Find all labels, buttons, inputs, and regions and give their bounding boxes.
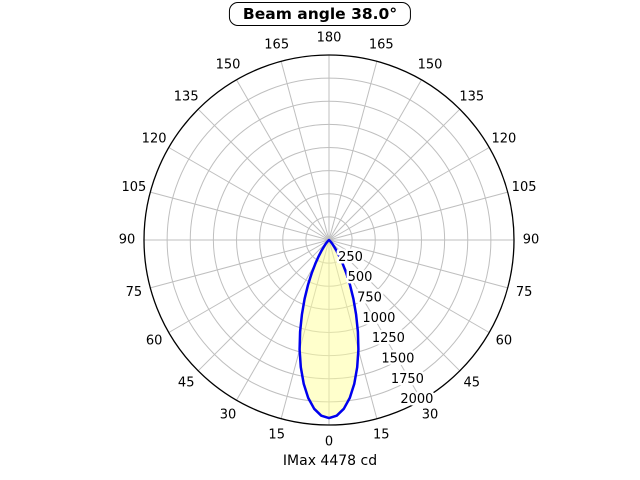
- beam-lobe: [298, 238, 360, 420]
- imax-label: IMax 4478 cd: [282, 453, 378, 469]
- title-box: Beam angle 38.0°: [228, 2, 412, 26]
- angle-label: 60: [146, 334, 163, 349]
- angle-label: 75: [126, 285, 143, 300]
- outer-circle: [143, 54, 515, 426]
- angle-label: 30: [220, 407, 237, 422]
- angle-label: 180: [317, 31, 342, 46]
- angle-label: 90: [119, 233, 136, 248]
- angle-label: 120: [491, 132, 516, 147]
- angle-label: 30: [422, 407, 439, 422]
- angle-label: 135: [459, 90, 484, 105]
- angle-label: 45: [178, 375, 195, 390]
- angle-label: 165: [264, 37, 289, 52]
- angle-label: 60: [496, 334, 513, 349]
- angle-label: 165: [369, 37, 394, 52]
- ring-label: 750: [357, 291, 382, 306]
- chart-title: Beam angle 38.0°: [242, 5, 398, 23]
- ring-label: 1250: [372, 331, 405, 346]
- angle-label: 90: [523, 233, 540, 248]
- angle-label: 0: [325, 435, 333, 450]
- angle-label: 15: [373, 428, 390, 443]
- ring-label: 500: [348, 270, 373, 285]
- angle-label: 105: [512, 180, 537, 195]
- angle-label: 105: [121, 180, 146, 195]
- angle-label: 135: [174, 90, 199, 105]
- angle-label: 150: [216, 58, 241, 73]
- angle-label: 75: [516, 285, 533, 300]
- angle-label: 15: [268, 428, 285, 443]
- angle-label: 120: [142, 132, 167, 147]
- ring-label: 1750: [391, 372, 424, 387]
- angle-label: 45: [464, 375, 481, 390]
- ring-label: 1000: [362, 311, 395, 326]
- ring-label: 2000: [400, 392, 433, 407]
- ring-label: 250: [338, 250, 363, 265]
- angle-label: 150: [418, 58, 443, 73]
- ring-label: 1500: [381, 352, 414, 367]
